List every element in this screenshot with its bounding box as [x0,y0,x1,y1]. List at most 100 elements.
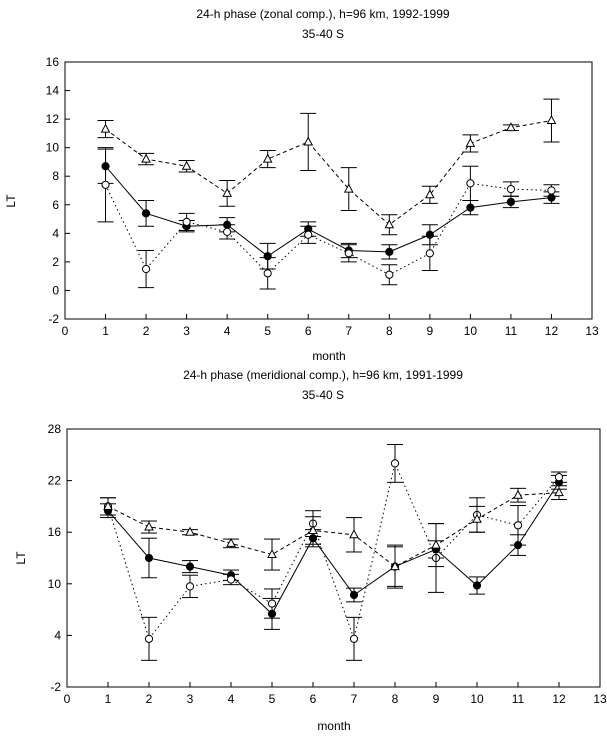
data-point [431,539,441,549]
data-series [100,474,567,630]
y-tick-label: 28 [48,422,62,436]
x-tick-label: 13 [593,692,607,706]
data-point [223,227,232,237]
data-point [506,184,516,194]
data-point [263,269,272,278]
data-series [97,147,560,290]
y-tick-label: 4 [52,226,59,240]
plot-frame [64,61,593,320]
x-tick-label: 5 [269,692,276,706]
data-point [344,249,353,258]
data-series [100,485,567,587]
y-tick-label: 2 [52,255,59,269]
data-point [185,582,195,591]
x-tick-label: 6 [305,324,312,338]
data-point [226,575,236,584]
y-tick-label: 0 [52,283,59,297]
data-point [181,160,192,170]
data-point [385,247,394,256]
y-tick-label: 4 [54,628,61,642]
data-point [185,562,195,571]
data-point [547,186,556,195]
x-tick-label: 7 [351,692,358,706]
data-point [304,230,313,239]
y-axis-label: LT [4,194,18,208]
x-axis-label: month [317,719,350,733]
data-point [385,270,394,279]
data-point [390,561,400,571]
data-point [100,123,111,133]
data-point [349,634,359,643]
data-point [226,537,236,547]
x-tick-label: 4 [228,692,235,706]
series-line [107,482,560,615]
data-point [267,599,277,608]
chart-subtitle: 35-40 S [302,388,344,402]
data-point [141,153,151,163]
data-series [97,148,560,270]
plot-frame [66,428,601,688]
y-axis-label: LT [14,551,28,565]
x-tick-label: 7 [345,324,352,338]
data-point [390,459,400,468]
data-point [466,203,475,212]
x-tick-label: 12 [552,692,566,706]
data-point [185,526,195,536]
chart-title: 24-h phase (meridional comp.), h=96 km, … [183,368,463,382]
y-tick-label: 12 [46,112,60,126]
x-tick-label: 5 [264,324,271,338]
data-point [141,209,151,218]
data-point [144,634,154,643]
data-point [308,524,318,534]
y-tick-label: 16 [46,55,60,69]
data-point [546,114,557,125]
data-point [425,249,434,258]
x-tick-label: 0 [64,692,71,706]
series-line [105,182,552,276]
series-line [107,492,560,568]
x-tick-label: 10 [470,692,484,706]
y-tick-label: 10 [48,577,62,591]
y-tick-label: 14 [46,84,60,98]
x-tick-label: 9 [433,692,440,706]
x-tick-label: 3 [187,692,194,706]
chart-subtitle: 35-40 S [302,27,344,41]
y-tick-label: -2 [48,312,59,326]
data-point [343,183,354,193]
y-tick-label: 8 [52,169,59,183]
x-tick-label: 12 [545,324,559,338]
x-tick-label: 3 [183,324,190,338]
data-point [554,487,564,497]
x-tick-label: 4 [224,324,231,338]
x-tick-label: 2 [143,324,150,338]
data-point [182,217,191,227]
data-point [222,187,232,197]
x-tick-label: 2 [146,692,153,706]
data-point [384,219,395,229]
x-tick-label: 1 [102,324,109,338]
x-tick-label: 1 [105,692,112,706]
series-line [105,120,552,226]
data-series [97,98,560,236]
data-point [267,548,277,559]
data-point [466,179,475,188]
x-tick-label: 8 [386,324,393,338]
series-line [107,461,560,641]
x-tick-label: 6 [310,692,317,706]
x-tick-label: 8 [392,692,399,706]
data-point [103,500,113,510]
x-axis-label: month [312,349,345,363]
x-tick-label: 13 [585,324,599,338]
data-point [472,581,482,590]
data-point [506,197,516,207]
data-point [262,153,273,163]
data-point [554,473,564,482]
data-point [425,189,435,199]
data-point [506,122,516,132]
data-point [144,521,154,531]
y-tick-label: 6 [52,198,59,212]
data-point [101,180,110,189]
y-tick-label: -2 [50,680,61,694]
